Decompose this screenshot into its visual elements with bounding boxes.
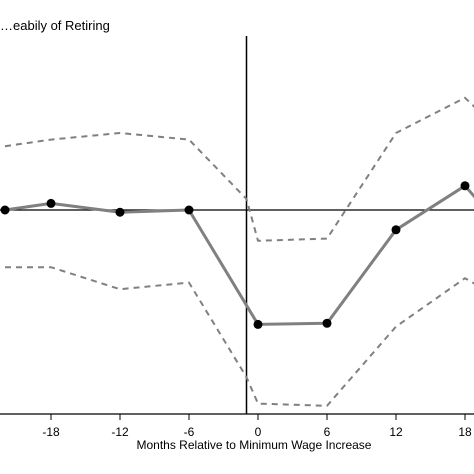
- data-point: [116, 208, 125, 217]
- data-point: [47, 199, 56, 208]
- x-axis-label: Months Relative to Minimum Wage Increase: [137, 438, 372, 452]
- x-tick-label: 18: [458, 425, 472, 439]
- data-point: [461, 181, 470, 190]
- x-tick-label: -6: [184, 425, 195, 439]
- series-line-upper-bound: [5, 98, 474, 241]
- data-point: [1, 206, 10, 215]
- chart-title: …eabily of Retiring: [0, 18, 110, 33]
- data-point: [392, 225, 401, 234]
- data-point: [323, 319, 332, 328]
- series-line-lower-bound: [5, 267, 474, 406]
- x-tick-label: 6: [324, 425, 331, 439]
- x-tick-label: -18: [42, 425, 60, 439]
- series-line-estimate: [5, 186, 474, 325]
- x-tick-label: 12: [389, 425, 403, 439]
- plot-area: -18 -12 -6 0 6 12 18: [0, 36, 474, 439]
- data-point: [185, 206, 194, 215]
- data-point: [254, 320, 263, 329]
- x-tick-label: 0: [255, 425, 262, 439]
- x-tick-label: -12: [111, 425, 129, 439]
